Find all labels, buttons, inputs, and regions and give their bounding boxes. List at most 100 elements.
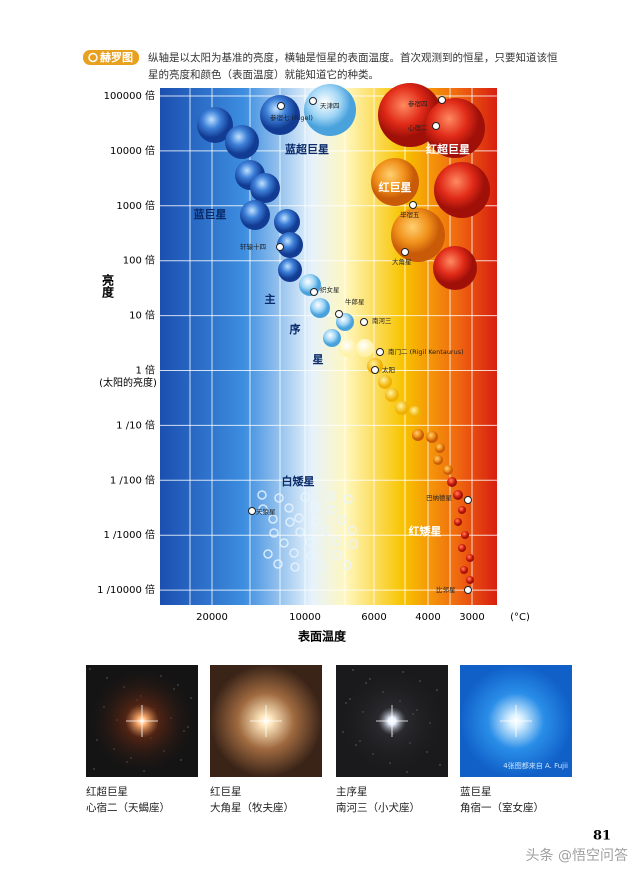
star-name: 南河三 [372, 316, 392, 325]
star [250, 173, 280, 203]
white-dwarf [269, 528, 279, 538]
photos [86, 665, 572, 777]
star [260, 95, 300, 135]
watermark: 头条 @悟空问答 [526, 847, 628, 864]
white-dwarf [332, 550, 342, 560]
white-dwarf [258, 504, 268, 514]
named-star [360, 318, 368, 326]
white-dwarf [290, 562, 300, 572]
white-dwarf [311, 516, 321, 526]
star [458, 544, 466, 552]
y-label: 10 倍 [129, 309, 155, 322]
white-dwarf [263, 549, 273, 559]
photo-name: 心宿二（天蝎座） [86, 801, 170, 814]
named-star [309, 97, 317, 105]
x-label: 6000 [361, 612, 386, 623]
white-dwarf [347, 525, 357, 535]
named-star [248, 507, 256, 515]
named-star [464, 586, 472, 594]
named-star [276, 243, 284, 251]
region-label: 序 [290, 322, 301, 336]
star [425, 98, 485, 158]
star [458, 506, 466, 514]
star [447, 477, 457, 487]
y-label: 10000 倍 [110, 144, 155, 157]
white-dwarf [305, 537, 315, 547]
star [339, 339, 357, 357]
star [240, 200, 270, 230]
star [323, 329, 341, 347]
white-dwarf [289, 548, 299, 558]
star [409, 406, 421, 418]
white-dwarf [316, 561, 326, 571]
star [310, 298, 330, 318]
star [460, 566, 468, 574]
star [433, 246, 477, 290]
white-dwarf [337, 515, 347, 525]
white-dwarf [310, 502, 320, 512]
named-star [310, 288, 318, 296]
named-star [335, 310, 343, 318]
badge: 赫罗图 [100, 50, 133, 64]
star [225, 125, 259, 159]
star-name: 太阳 [382, 365, 395, 374]
white-dwarf [326, 491, 336, 501]
star [274, 209, 300, 235]
photo-name: 大角星（牧夫座） [210, 801, 294, 814]
region-label: 星 [313, 353, 324, 366]
star [371, 158, 419, 206]
named-star [438, 96, 446, 104]
credit: 4张图都来自 A. Fujii [503, 761, 568, 770]
x-axis-title: 表面温度 [297, 629, 347, 644]
photo-kind: 红巨星 [210, 785, 242, 798]
star [426, 431, 438, 443]
named-star [464, 496, 472, 504]
white-dwarf [306, 551, 316, 561]
star [356, 339, 374, 357]
white-dwarf [342, 560, 352, 570]
white-dwarf [321, 526, 331, 536]
star-name: 毕宿五 [400, 210, 420, 219]
named-star [277, 102, 285, 110]
star [466, 554, 474, 562]
star [197, 107, 233, 143]
star-name: 天狼星 [256, 507, 276, 516]
white-dwarf [274, 493, 284, 503]
white-dwarf [348, 539, 358, 549]
star-name: 织女星 [320, 285, 340, 294]
y-label: 100000 倍 [104, 89, 155, 102]
region-label: 红矮星 [409, 524, 442, 538]
star-name: 心宿二 [408, 123, 428, 132]
star [412, 429, 424, 441]
star-name: 参宿七 (Rigel) [270, 113, 313, 122]
star [443, 465, 453, 475]
star-name: 轩辕十四 [240, 242, 266, 251]
x-label: 3000 [459, 612, 484, 623]
x-unit: (°C) [510, 612, 530, 623]
white-dwarf [284, 503, 294, 513]
x-label: 20000 [196, 612, 228, 623]
star [304, 84, 356, 136]
y-label: 1 /10 倍 [116, 418, 155, 431]
region-label: 蓝超巨星 [285, 142, 329, 156]
star [395, 401, 409, 415]
star [466, 576, 474, 584]
y-label: 1000 倍 [116, 199, 155, 212]
x-label: 10000 [289, 612, 321, 623]
star-name: 天津四 [320, 102, 340, 110]
star [435, 443, 445, 453]
star [278, 258, 302, 282]
star-name: 牛郎星 [345, 297, 365, 306]
region-label: 红超巨星 [426, 142, 470, 156]
white-dwarf [343, 494, 353, 504]
named-star [371, 366, 379, 374]
region-label: 主 [265, 292, 276, 306]
y-label: 1 /1000 倍 [103, 528, 155, 541]
y-label: 1 /100 倍 [110, 473, 155, 486]
star [277, 232, 303, 258]
white-dwarf [285, 517, 295, 527]
photo-kind: 红超巨星 [86, 785, 128, 798]
photo-name: 角宿一（室女座） [460, 801, 544, 814]
white-dwarf [327, 505, 337, 515]
named-star [376, 348, 384, 356]
